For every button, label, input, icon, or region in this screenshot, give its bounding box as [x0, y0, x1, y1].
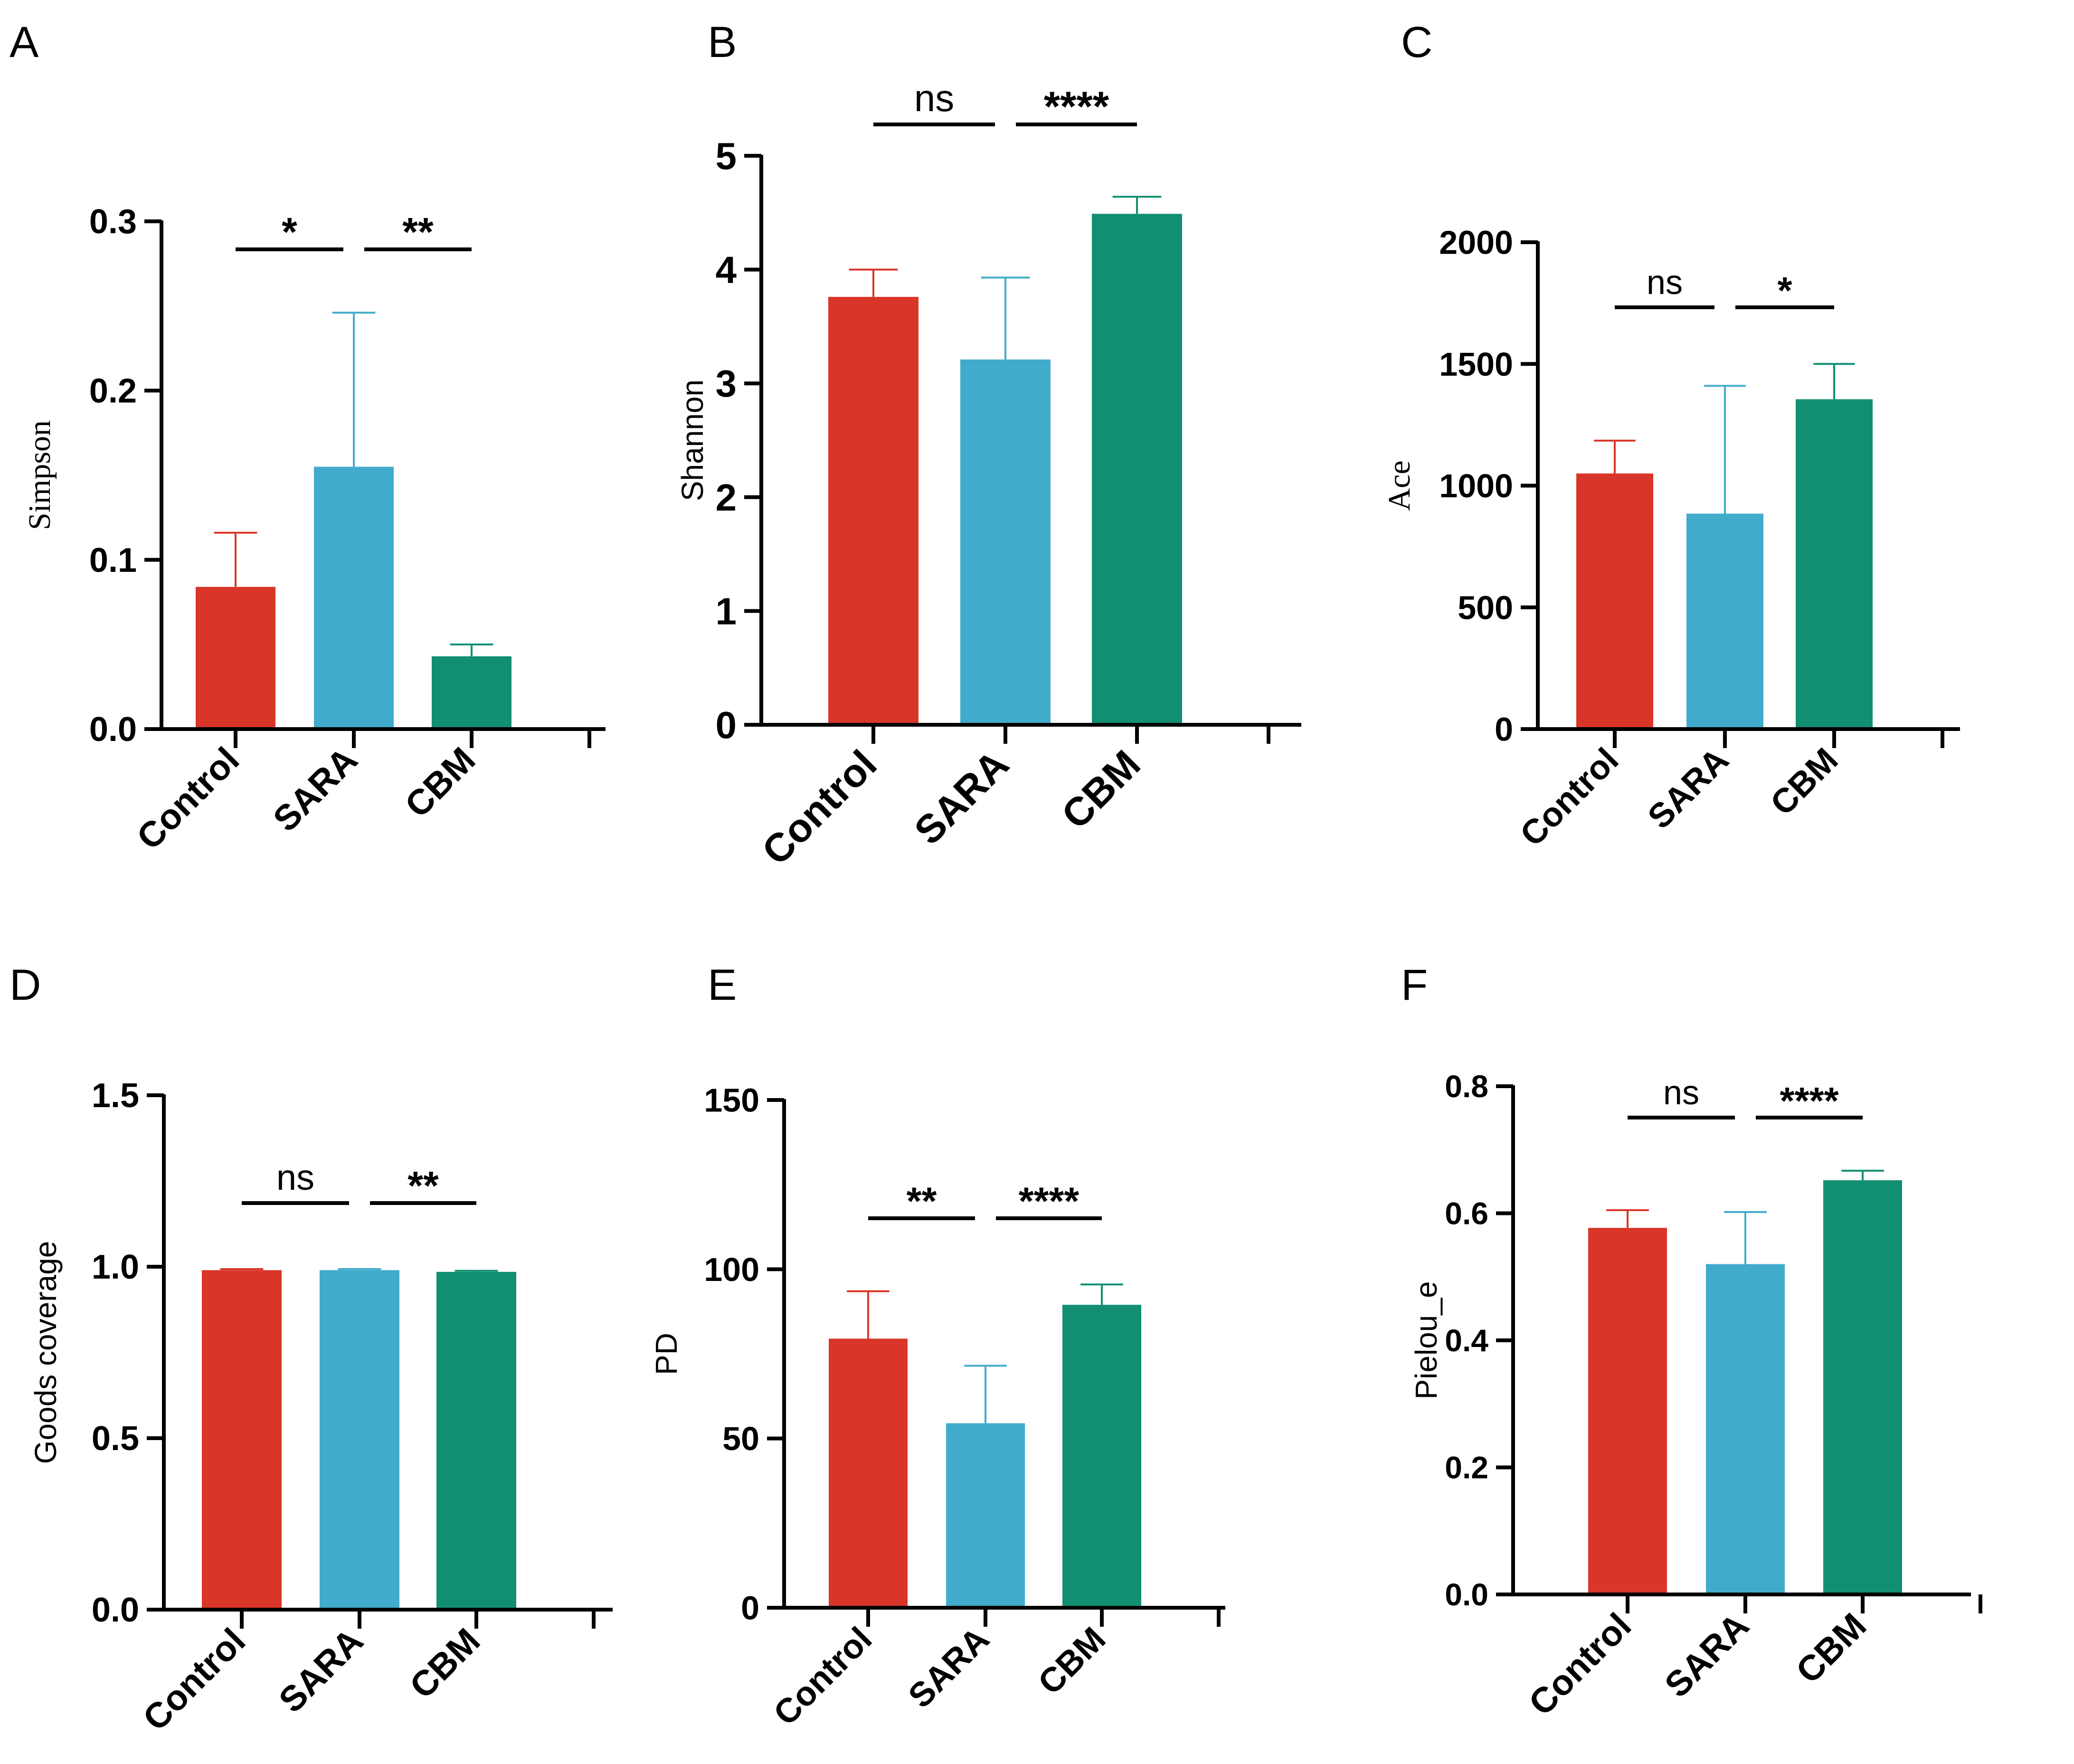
y-tick-label: 5: [716, 135, 737, 177]
y-axis-title: PD: [649, 1333, 683, 1375]
x-category-label-cbm: CBM: [1788, 1605, 1874, 1691]
bar-control: [196, 587, 275, 729]
bar-cbm: [1796, 399, 1873, 729]
bar-control: [1588, 1228, 1667, 1594]
y-tick-label: 0: [716, 704, 737, 746]
x-category-label-control: Control: [767, 1620, 880, 1733]
bar-sara: [960, 359, 1051, 725]
y-tick-label: 1.5: [92, 1077, 139, 1115]
x-category-label-sara: SARA: [265, 740, 365, 839]
panel-letter: E: [708, 961, 737, 1009]
significance-label: ****: [1780, 1080, 1838, 1122]
y-axis-title: Shannon: [675, 379, 710, 501]
bar-cbm: [432, 656, 511, 729]
x-category-label-control: Control: [1521, 1605, 1638, 1723]
x-category-label-sara: SARA: [1640, 741, 1736, 836]
y-tick-label: 4: [716, 249, 737, 291]
chart-panel-d: D 0.0 0.5 1.0 1.5 Control SARA CBM Goods coverag…: [9, 961, 613, 1738]
y-tick-label: 0: [1495, 711, 1513, 748]
y-tick-label: 3: [716, 362, 737, 405]
significance-label: *: [1777, 269, 1792, 312]
bar-cbm: [1062, 1305, 1141, 1608]
y-tick-label: 50: [722, 1420, 759, 1457]
y-axis-title: Ace: [1382, 460, 1417, 511]
panel-letter: F: [1401, 961, 1428, 1009]
x-category-label-cbm: CBM: [402, 1621, 487, 1706]
panel-letter: D: [9, 961, 41, 1009]
y-tick-label: 0.1: [89, 541, 137, 579]
panel-letter: C: [1401, 18, 1432, 66]
chart-panel-c: C 0 500 1000 1500 2000 Control SARA CBM Ace ns *: [1382, 18, 1960, 854]
x-category-label-cbm: CBM: [1763, 741, 1846, 823]
bar-cbm: [436, 1271, 516, 1610]
significance-label: *: [282, 209, 297, 254]
significance-label: ns: [276, 1157, 314, 1198]
y-tick-label: 1500: [1439, 346, 1513, 383]
y-tick-label: 150: [704, 1082, 759, 1119]
y-tick-label: 500: [1458, 589, 1513, 626]
x-category-label-cbm: CBM: [397, 740, 483, 825]
y-tick-label: 100: [704, 1251, 759, 1288]
x-category-label-sara: SARA: [1657, 1605, 1757, 1705]
y-tick-label: 1: [716, 590, 737, 632]
panel-letter: B: [708, 18, 737, 66]
significance-label: **: [402, 209, 434, 254]
x-category-label-sara: SARA: [901, 1620, 996, 1716]
y-tick-label: 0.8: [1445, 1069, 1488, 1104]
bar-cbm: [1092, 214, 1182, 725]
bar-sara: [1706, 1264, 1785, 1594]
x-category-label-control: Control: [753, 741, 885, 873]
y-axis-title: Goods coverage: [28, 1241, 63, 1464]
y-tick-label: 0.3: [89, 203, 137, 241]
significance-label: **: [907, 1180, 937, 1223]
y-tick-label: 0.0: [89, 711, 137, 749]
panel-letter: A: [9, 18, 39, 66]
chart-panel-b: B 0 1 2 3 4 5 Control SARA CBM Shannon ns ****: [675, 18, 1301, 873]
y-tick-label: 0.6: [1445, 1196, 1488, 1231]
y-tick-label: 0.5: [92, 1420, 139, 1458]
x-category-label-control: Control: [1513, 741, 1626, 854]
x-category-label-control: Control: [129, 740, 246, 857]
y-tick-label: 1.0: [92, 1248, 139, 1286]
x-category-label-sara: SARA: [271, 1621, 371, 1720]
bar-control: [1576, 473, 1653, 729]
y-tick-label: 0.0: [1445, 1577, 1488, 1612]
significance-label: ****: [1019, 1180, 1080, 1223]
bar-control: [829, 1338, 908, 1608]
y-axis-title: Pielou_e: [1409, 1281, 1443, 1399]
y-tick-label: 2000: [1439, 224, 1513, 261]
chart-panel-f: F 0.0 0.2 0.4 0.6 0.8 Control SARA CBM Pielou_e ns…: [1401, 961, 1982, 1723]
y-tick-label: 0.2: [1445, 1450, 1488, 1485]
bar-sara: [314, 466, 394, 729]
significance-label: **: [407, 1163, 439, 1208]
bar-sara: [320, 1270, 399, 1610]
y-tick-label: 0.4: [1445, 1323, 1488, 1358]
significance-label: ****: [1044, 83, 1109, 130]
x-category-label-control: Control: [135, 1621, 253, 1738]
significance-label: ns: [1647, 264, 1683, 302]
y-tick-label: 0: [741, 1590, 759, 1627]
y-tick-label: 1000: [1439, 467, 1513, 504]
significance-label: ns: [1663, 1074, 1699, 1112]
significance-label: ns: [914, 77, 954, 119]
y-tick-label: 0.0: [92, 1591, 139, 1629]
bar-sara: [1686, 513, 1763, 729]
y-axis-title: Simpson: [22, 420, 57, 530]
bar-sara: [946, 1423, 1025, 1608]
y-tick-label: 2: [716, 476, 737, 519]
x-category-label-cbm: CBM: [1053, 741, 1149, 837]
bar-cbm: [1823, 1180, 1902, 1594]
x-category-label-cbm: CBM: [1031, 1620, 1113, 1702]
y-tick-label: 0.2: [89, 372, 137, 410]
x-category-label-sara: SARA: [906, 741, 1017, 853]
bar-control: [828, 297, 919, 725]
bar-control: [202, 1270, 282, 1610]
